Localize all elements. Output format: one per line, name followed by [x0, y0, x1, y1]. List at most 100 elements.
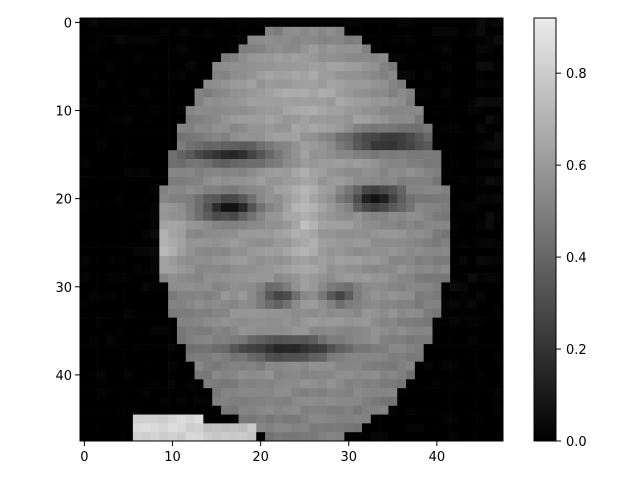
- image-pixel: [327, 230, 336, 239]
- image-pixel: [115, 238, 124, 247]
- image-pixel: [283, 124, 292, 133]
- image-pixel: [239, 274, 248, 283]
- image-pixel: [124, 185, 133, 194]
- image-pixel: [397, 291, 406, 300]
- image-pixel: [415, 62, 424, 71]
- image-pixel: [318, 238, 327, 247]
- image-pixel: [177, 230, 186, 239]
- image-pixel: [388, 36, 397, 45]
- image-pixel: [265, 36, 274, 45]
- image-pixel: [424, 265, 433, 274]
- image-pixel: [424, 282, 433, 291]
- image-pixel: [336, 230, 345, 239]
- image-pixel: [247, 185, 256, 194]
- image-pixel: [186, 212, 195, 221]
- image-pixel: [353, 397, 362, 406]
- image-pixel: [318, 335, 327, 344]
- image-pixel: [318, 432, 327, 441]
- image-pixel: [433, 221, 442, 230]
- image-pixel: [247, 318, 256, 327]
- image-pixel: [80, 185, 89, 194]
- image-pixel: [353, 159, 362, 168]
- image-pixel: [406, 238, 415, 247]
- image-pixel: [186, 397, 195, 406]
- image-pixel: [133, 274, 142, 283]
- image-pixel: [318, 203, 327, 212]
- image-pixel: [274, 36, 283, 45]
- image-pixel: [80, 247, 89, 256]
- image-pixel: [168, 371, 177, 380]
- image-pixel: [212, 159, 221, 168]
- image-pixel: [327, 406, 336, 415]
- image-pixel: [142, 221, 151, 230]
- image-pixel: [124, 203, 133, 212]
- image-pixel: [388, 371, 397, 380]
- image-pixel: [230, 256, 239, 265]
- image-pixel: [424, 379, 433, 388]
- image-pixel: [327, 397, 336, 406]
- image-pixel: [195, 185, 204, 194]
- image-pixel: [433, 300, 442, 309]
- image-pixel: [203, 415, 212, 424]
- image-pixel: [459, 371, 468, 380]
- image-pixel: [388, 124, 397, 133]
- image-pixel: [80, 432, 89, 441]
- image-pixel: [159, 230, 168, 239]
- image-pixel: [388, 203, 397, 212]
- image-pixel: [388, 318, 397, 327]
- image-pixel: [371, 282, 380, 291]
- image-pixel: [441, 71, 450, 80]
- image-pixel: [203, 326, 212, 335]
- image-pixel: [459, 256, 468, 265]
- image-pixel: [221, 18, 230, 27]
- image-pixel: [239, 194, 248, 203]
- image-pixel: [406, 406, 415, 415]
- image-pixel: [168, 71, 177, 80]
- image-pixel: [336, 344, 345, 353]
- image-pixel: [477, 344, 486, 353]
- image-pixel: [106, 353, 115, 362]
- image-pixel: [159, 159, 168, 168]
- image-pixel: [186, 256, 195, 265]
- image-pixel: [468, 406, 477, 415]
- image-pixel: [406, 309, 415, 318]
- image-pixel: [327, 203, 336, 212]
- image-pixel: [142, 133, 151, 142]
- image-pixel: [450, 256, 459, 265]
- image-pixel: [124, 397, 133, 406]
- image-pixel: [106, 168, 115, 177]
- image-pixel: [195, 62, 204, 71]
- image-pixel: [344, 432, 353, 441]
- image-pixel: [186, 415, 195, 424]
- image-pixel: [133, 291, 142, 300]
- image-pixel: [265, 168, 274, 177]
- image-pixel: [441, 194, 450, 203]
- image-pixel: [441, 18, 450, 27]
- image-pixel: [433, 353, 442, 362]
- image-pixel: [124, 71, 133, 80]
- image-pixel: [380, 238, 389, 247]
- image-pixel: [98, 124, 107, 133]
- image-pixel: [300, 185, 309, 194]
- image-pixel: [353, 115, 362, 124]
- image-pixel: [450, 318, 459, 327]
- image-pixel: [98, 397, 107, 406]
- image-pixel: [441, 168, 450, 177]
- image-pixel: [247, 115, 256, 124]
- image-pixel: [142, 212, 151, 221]
- image-pixel: [239, 133, 248, 142]
- image-pixel: [89, 230, 98, 239]
- image-pixel: [371, 124, 380, 133]
- image-pixel: [159, 318, 168, 327]
- image-pixel: [362, 159, 371, 168]
- image-pixel: [327, 150, 336, 159]
- image-pixel: [292, 309, 301, 318]
- image-pixel: [239, 18, 248, 27]
- image-pixel: [309, 423, 318, 432]
- image-pixel: [151, 335, 160, 344]
- image-pixel: [344, 388, 353, 397]
- image-pixel: [441, 159, 450, 168]
- image-pixel: [106, 282, 115, 291]
- image-pixel: [283, 300, 292, 309]
- image-pixel: [362, 238, 371, 247]
